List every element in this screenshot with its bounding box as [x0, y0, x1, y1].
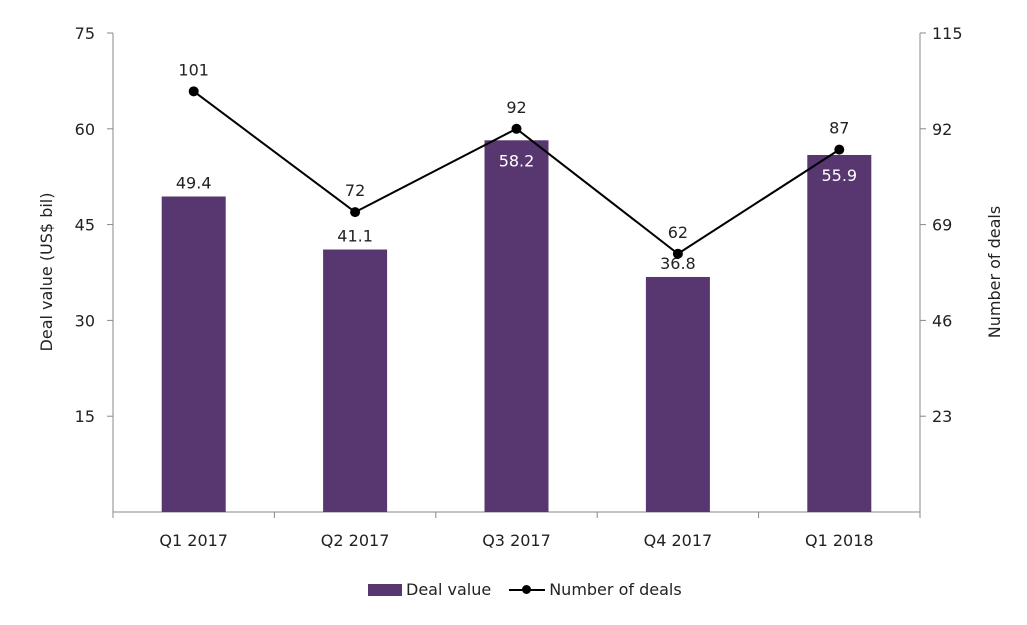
legend-label-deal-value: Deal value [406, 580, 492, 599]
left-tick-label: 60 [75, 120, 95, 139]
bar-q3-2017 [484, 140, 549, 512]
bar-value-label: 36.8 [660, 254, 696, 273]
bar-value-label: 55.9 [821, 166, 857, 185]
x-tick-label: Q3 2017 [482, 531, 551, 550]
x-tick-label: Q1 2018 [805, 531, 874, 550]
deal-count-label: 101 [178, 60, 209, 79]
left-axis-title: Deal value (US$ bil) [37, 193, 56, 352]
left-tick-label: 15 [75, 407, 95, 426]
bar-q4-2017 [645, 276, 710, 512]
right-tick-label: 46 [932, 311, 952, 330]
left-tick-label: 45 [75, 216, 95, 235]
deal-count-point [834, 144, 845, 155]
x-tick-label: Q1 2017 [159, 531, 228, 550]
bar-q1-2017 [161, 196, 226, 513]
deal-count-label: 62 [668, 223, 688, 242]
right-tick-label: 115 [932, 24, 963, 43]
right-axis-title: Number of deals [985, 206, 1004, 338]
right-tick-label: 92 [932, 120, 952, 139]
legend: Deal value Number of deals [368, 580, 682, 599]
deal-count-label: 87 [829, 119, 849, 138]
right-tick-label: 23 [932, 407, 952, 426]
deal-count-point [350, 207, 361, 218]
deal-count-point [511, 123, 522, 134]
bar-q2-2017 [323, 249, 388, 512]
deal-count-point [672, 248, 683, 259]
deal-count-label: 92 [506, 98, 526, 117]
right-tick-label: 69 [932, 216, 952, 235]
bar-value-label: 49.4 [176, 173, 212, 192]
legend-label-number-of-deals: Number of deals [549, 580, 682, 599]
bar-value-label: 41.1 [337, 227, 373, 246]
bar-value-label: 58.2 [499, 151, 535, 170]
x-tick-label: Q4 2017 [644, 531, 713, 550]
deal-count-label: 72 [345, 181, 365, 200]
left-tick-label: 75 [75, 24, 95, 43]
left-tick-label: 30 [75, 311, 95, 330]
deal-count-point [188, 86, 199, 97]
x-tick-label: Q2 2017 [321, 531, 390, 550]
legend-swatch-deal-value [368, 583, 402, 596]
legend-line-number-of-deals [509, 584, 546, 594]
bar-q1-2018 [807, 154, 872, 512]
